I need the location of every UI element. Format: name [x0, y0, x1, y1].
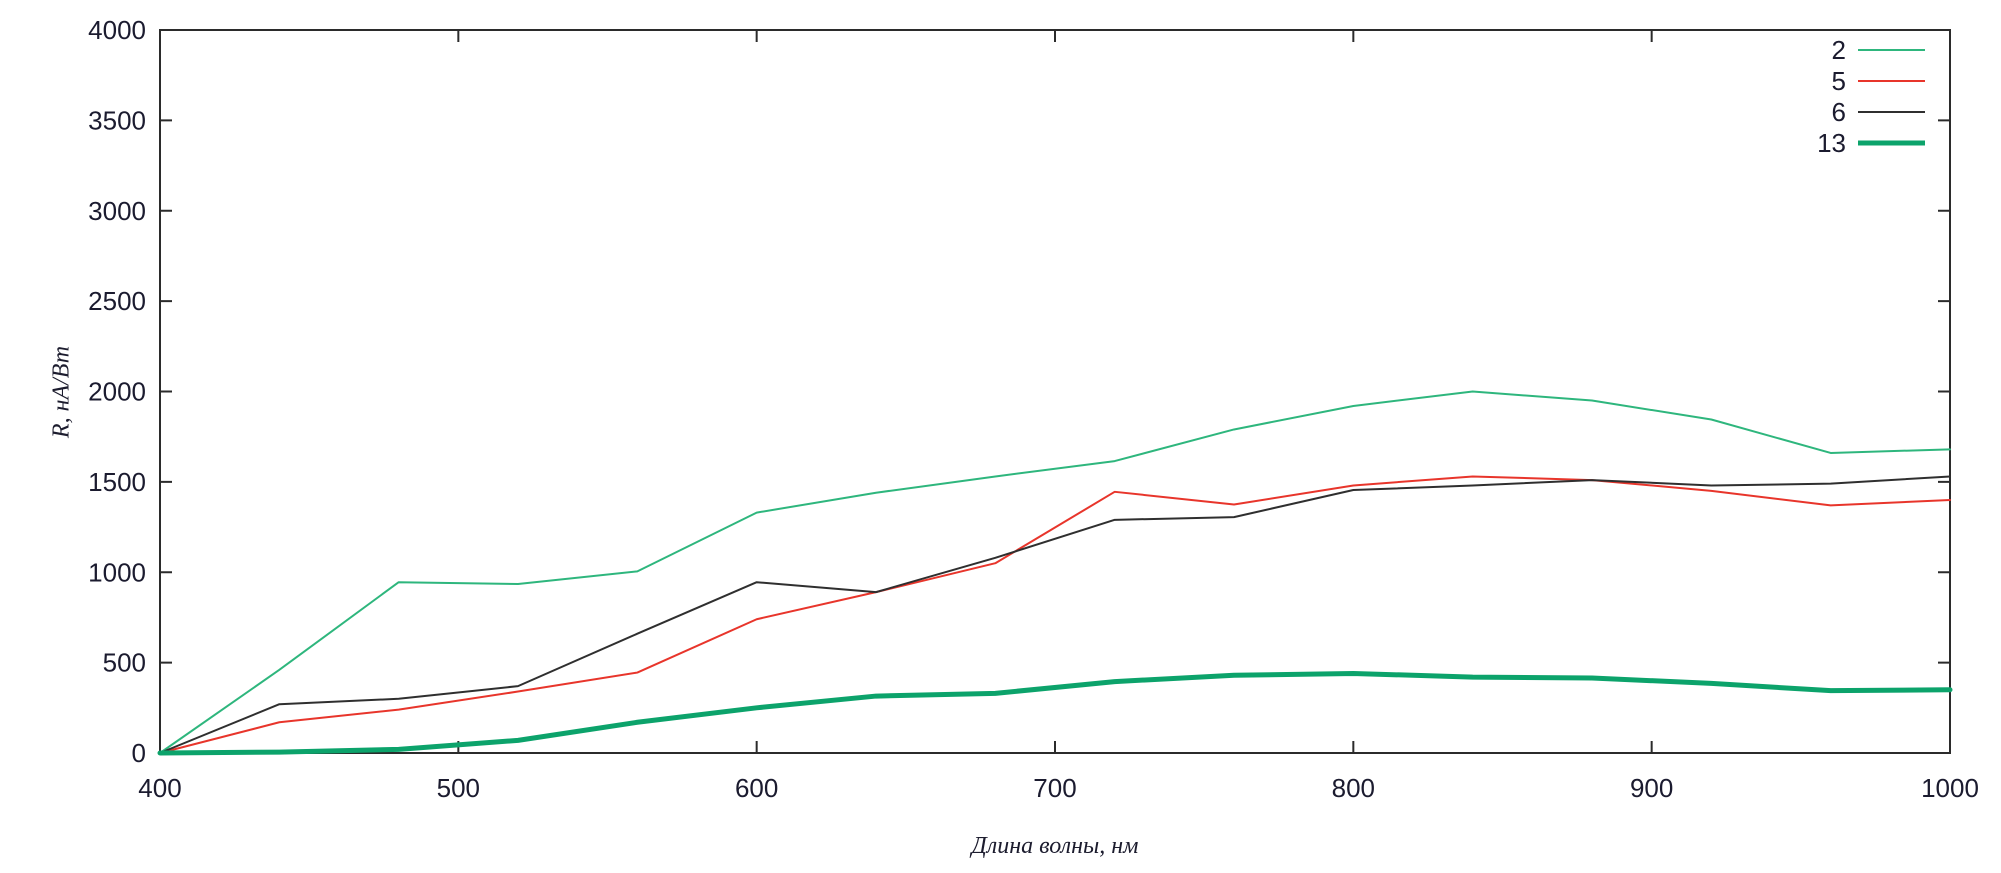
y-tick-label: 3500	[88, 105, 146, 135]
x-tick-label: 900	[1630, 773, 1673, 803]
legend-label-2: 2	[1832, 35, 1846, 65]
y-tick-label: 500	[103, 648, 146, 678]
y-axis-title: R, нА/Вт	[48, 345, 75, 439]
legend-label-6: 6	[1832, 97, 1846, 127]
y-tick-label: 2500	[88, 286, 146, 316]
x-tick-label: 400	[138, 773, 181, 803]
y-tick-label: 1000	[88, 557, 146, 587]
series-line-6	[159, 475, 1951, 754]
x-tick-label: 600	[735, 773, 778, 803]
y-tick-label: 0	[132, 738, 146, 768]
y-tick-label: 3000	[88, 196, 146, 226]
legend-label-13: 13	[1817, 128, 1846, 158]
series-line-5	[159, 475, 1951, 754]
y-tick-label: 4000	[88, 15, 146, 45]
x-tick-label: 1000	[1921, 773, 1979, 803]
x-axis-title: Длина волны, нм	[971, 833, 1139, 859]
series-line-2	[159, 390, 1951, 754]
series-line-13	[157, 670, 1953, 756]
y-tick-label: 1500	[88, 467, 146, 497]
x-tick-label: 500	[437, 773, 480, 803]
plot-border	[159, 29, 1951, 754]
y-tick-label: 2000	[88, 377, 146, 407]
x-tick-label: 700	[1033, 773, 1076, 803]
legend-label-5: 5	[1832, 66, 1846, 96]
x-tick-label: 800	[1332, 773, 1375, 803]
